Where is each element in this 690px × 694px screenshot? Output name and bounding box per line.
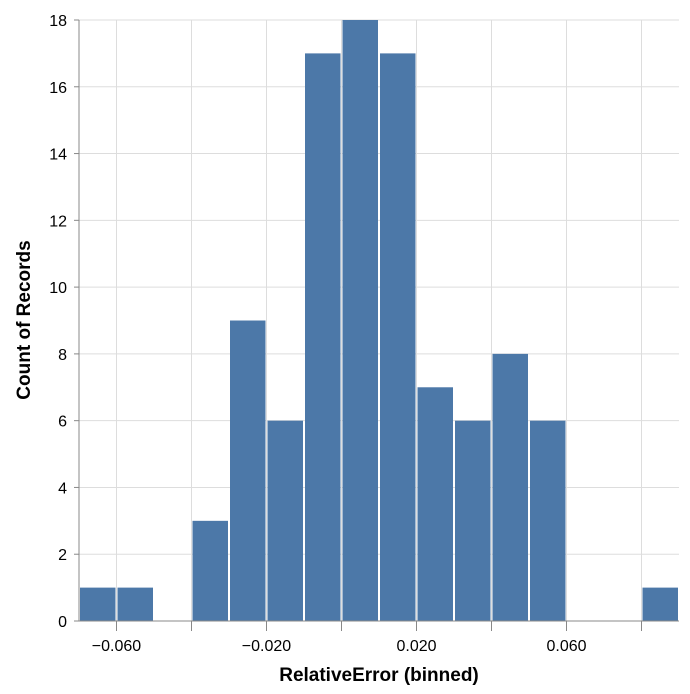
- histogram-bar: [230, 320, 266, 621]
- histogram-bar: [267, 420, 303, 621]
- histogram-bar: [305, 53, 341, 621]
- y-tick-label: 16: [49, 80, 67, 97]
- y-tick-label: 12: [49, 213, 67, 230]
- bars: [80, 20, 678, 621]
- histogram-bar: [342, 20, 378, 621]
- x-tick-label: −0.020: [242, 638, 291, 655]
- axes: 024681012141618−0.060−0.0200.0200.0600.1…: [49, 13, 679, 655]
- histogram-bar: [80, 587, 116, 621]
- histogram-bar: [642, 587, 678, 621]
- y-tick-label: 0: [58, 614, 67, 631]
- y-tick-label: 14: [49, 147, 67, 164]
- y-tick-label: 6: [58, 414, 67, 431]
- x-axis-title: RelativeError (binned): [279, 665, 479, 686]
- gridlines: [78, 19, 679, 622]
- histogram-bar: [492, 353, 528, 621]
- y-tick-label: 10: [49, 280, 67, 297]
- histogram-bar: [417, 387, 453, 621]
- x-tick-label: 0.020: [396, 638, 436, 655]
- y-tick-label: 4: [58, 480, 67, 497]
- histogram-bar: [455, 420, 491, 621]
- histogram-bar: [380, 53, 416, 621]
- histogram-bar: [117, 587, 153, 621]
- y-tick-label: 2: [58, 547, 67, 564]
- x-tick-label: 0.060: [546, 638, 586, 655]
- y-tick-label: 18: [49, 13, 67, 30]
- y-axis-title: Count of Records: [14, 240, 35, 399]
- y-tick-label: 8: [58, 347, 67, 364]
- histogram-bar: [530, 420, 566, 621]
- histogram-bar: [192, 520, 228, 621]
- x-tick-label: −0.060: [92, 638, 141, 655]
